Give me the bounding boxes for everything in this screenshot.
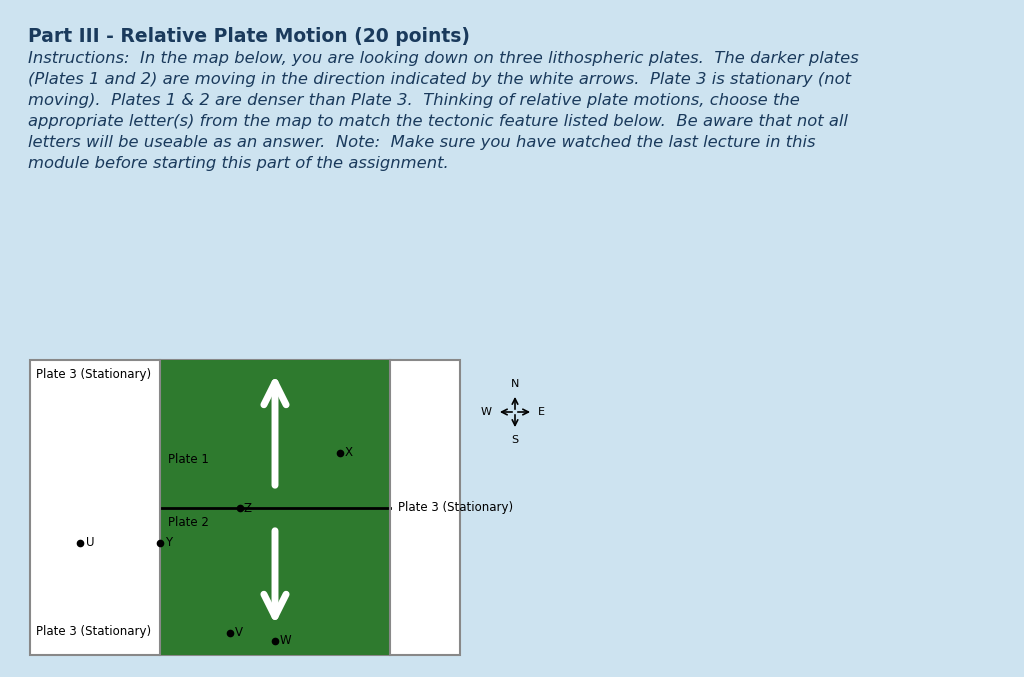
Text: Instructions:  In the map below, you are looking down on three lithospheric plat: Instructions: In the map below, you are … [28,51,859,171]
Text: Y: Y [165,536,172,550]
Text: U: U [86,536,94,550]
Text: Z: Z [244,502,252,515]
Bar [30,360,460,655]
Bar [160,360,390,508]
Text: S: S [511,435,518,445]
Text: Part III - Relative Plate Motion (20 points): Part III - Relative Plate Motion (20 poi… [28,27,470,46]
Text: E: E [538,407,545,417]
Text: Plate 3 (Stationary): Plate 3 (Stationary) [36,625,152,638]
Text: N: N [511,379,519,389]
Text: V: V [234,626,243,640]
Bar [160,508,390,655]
Text: W: W [280,634,292,647]
Text: Plate 3 (Stationary): Plate 3 (Stationary) [398,501,513,514]
Text: W: W [481,407,492,417]
Text: Plate 3 (Stationary): Plate 3 (Stationary) [36,368,152,381]
Text: X: X [345,447,353,460]
Text: Plate 2: Plate 2 [168,516,209,529]
Text: Plate 1: Plate 1 [168,453,209,466]
